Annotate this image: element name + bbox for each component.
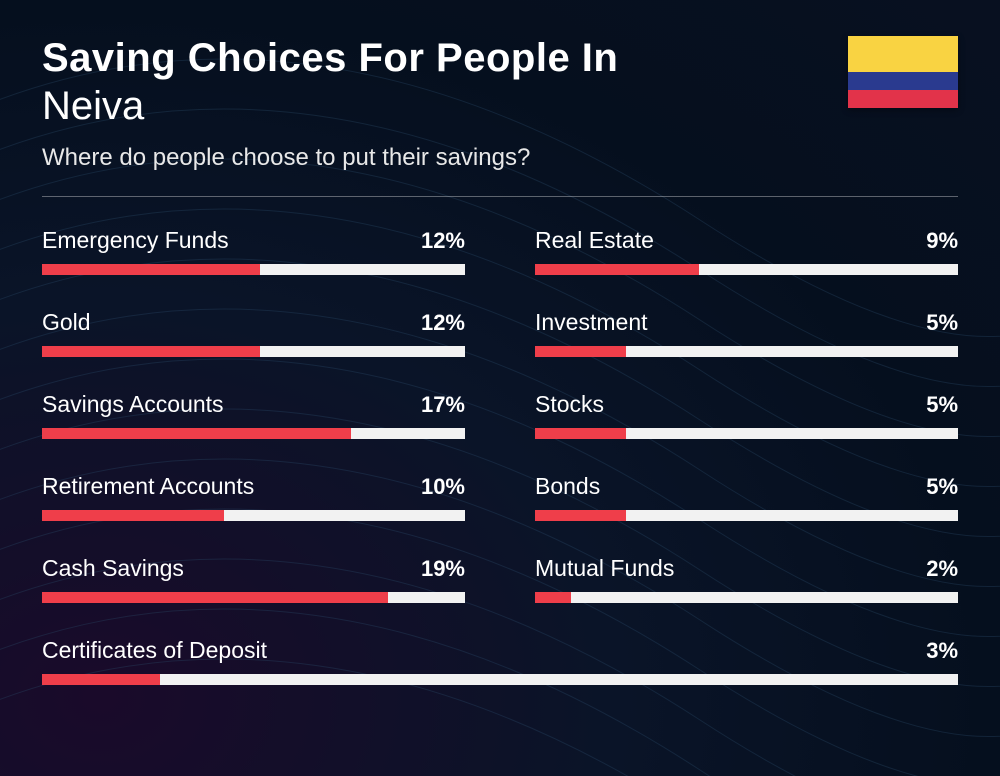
item-value: 3% bbox=[926, 638, 958, 664]
bar-track bbox=[535, 346, 958, 357]
item-label: Certificates of Deposit bbox=[42, 637, 267, 664]
item-label: Stocks bbox=[535, 391, 604, 418]
item-value: 12% bbox=[421, 310, 465, 336]
chart-grid: Emergency Funds 12% Real Estate 9% Gold 12% In… bbox=[42, 227, 958, 685]
item-value: 2% bbox=[926, 556, 958, 582]
title-line1: Saving Choices For People In bbox=[42, 36, 618, 80]
flag-stripe-3 bbox=[848, 90, 958, 108]
bar-fill bbox=[42, 592, 388, 603]
item-value: 5% bbox=[926, 392, 958, 418]
flag-stripe-1 bbox=[848, 36, 958, 72]
chart-item: Cash Savings 19% bbox=[42, 555, 465, 603]
item-label: Investment bbox=[535, 309, 648, 336]
item-value: 19% bbox=[421, 556, 465, 582]
bar-track bbox=[535, 428, 958, 439]
item-value: 17% bbox=[421, 392, 465, 418]
item-value: 9% bbox=[926, 228, 958, 254]
chart-item: Bonds 5% bbox=[535, 473, 958, 521]
chart-item: Stocks 5% bbox=[535, 391, 958, 439]
bar-fill bbox=[42, 674, 160, 685]
bar-fill bbox=[535, 264, 699, 275]
bar-track bbox=[535, 592, 958, 603]
bar-track bbox=[42, 264, 465, 275]
item-label: Emergency Funds bbox=[42, 227, 229, 254]
title-line2: Neiva bbox=[42, 82, 618, 130]
chart-item: Real Estate 9% bbox=[535, 227, 958, 275]
bar-track bbox=[42, 428, 465, 439]
bar-fill bbox=[535, 428, 626, 439]
item-label: Savings Accounts bbox=[42, 391, 224, 418]
item-label: Mutual Funds bbox=[535, 555, 674, 582]
bar-fill bbox=[535, 510, 626, 521]
item-label: Real Estate bbox=[535, 227, 654, 254]
item-value: 10% bbox=[421, 474, 465, 500]
chart-item: Retirement Accounts 10% bbox=[42, 473, 465, 521]
bar-track bbox=[535, 510, 958, 521]
bar-fill bbox=[42, 264, 260, 275]
divider bbox=[42, 196, 958, 197]
item-value: 12% bbox=[421, 228, 465, 254]
item-value: 5% bbox=[926, 310, 958, 336]
subtitle: Where do people choose to put their savi… bbox=[42, 144, 958, 172]
bar-track bbox=[42, 592, 465, 603]
bar-track bbox=[535, 264, 958, 275]
item-label: Cash Savings bbox=[42, 555, 184, 582]
bar-track bbox=[42, 674, 958, 685]
colombia-flag-icon bbox=[848, 36, 958, 108]
bar-fill bbox=[535, 346, 626, 357]
chart-item: Investment 5% bbox=[535, 309, 958, 357]
bar-fill bbox=[42, 510, 224, 521]
bar-track bbox=[42, 510, 465, 521]
chart-item: Emergency Funds 12% bbox=[42, 227, 465, 275]
item-label: Gold bbox=[42, 309, 91, 336]
chart-item: Gold 12% bbox=[42, 309, 465, 357]
chart-item: Savings Accounts 17% bbox=[42, 391, 465, 439]
item-label: Bonds bbox=[535, 473, 600, 500]
item-value: 5% bbox=[926, 474, 958, 500]
flag-stripe-2 bbox=[848, 72, 958, 90]
chart-item: Mutual Funds 2% bbox=[535, 555, 958, 603]
bar-track bbox=[42, 346, 465, 357]
item-label: Retirement Accounts bbox=[42, 473, 254, 500]
bar-fill bbox=[42, 428, 351, 439]
chart-item: Certificates of Deposit 3% bbox=[42, 637, 958, 685]
bar-fill bbox=[535, 592, 571, 603]
title-block: Saving Choices For People In Neiva bbox=[42, 36, 618, 130]
bar-fill bbox=[42, 346, 260, 357]
